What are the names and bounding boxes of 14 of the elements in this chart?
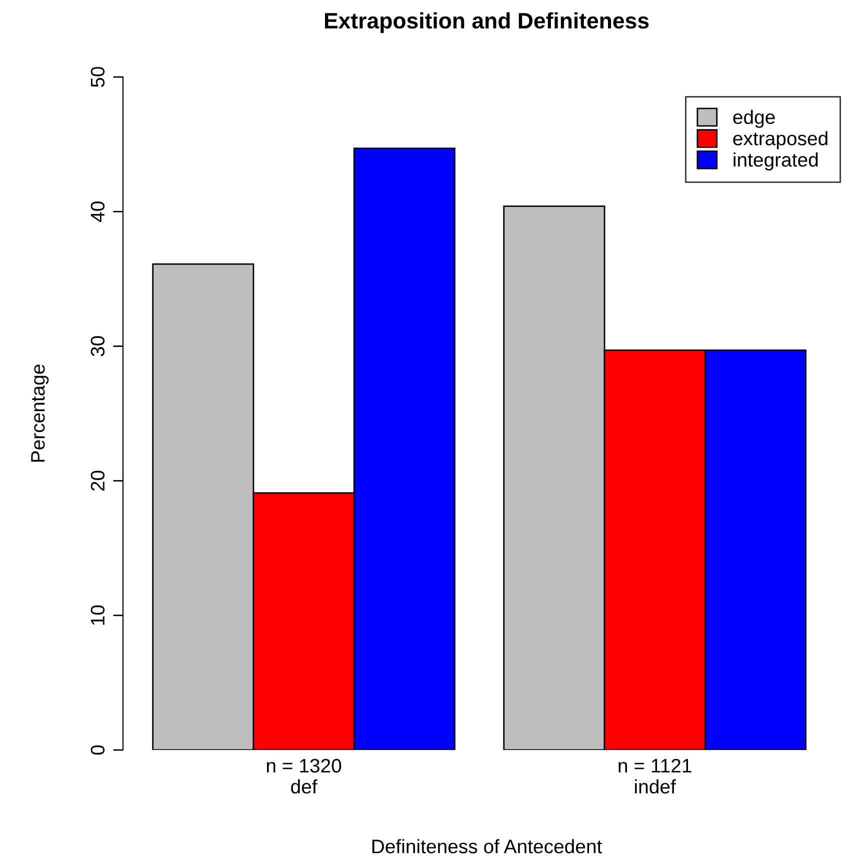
y-tick-label: 0	[90, 745, 105, 755]
y-tick-label: 10	[90, 605, 105, 625]
legend-label: extraposed	[733, 131, 828, 150]
y-tick-label: 50	[90, 66, 105, 88]
y-tick-label: 30	[90, 336, 105, 356]
y-tick-label: 40	[90, 202, 105, 222]
y-tick-label: 20	[90, 470, 105, 491]
y-axis-title: Percentage	[31, 364, 49, 462]
legend-label: edge	[733, 110, 775, 128]
x-tick-label: n = 1320 def	[266, 758, 342, 794]
chart-title: Extraposition and Definiteness	[325, 12, 649, 33]
x-tick-label: n = 1121 indef	[618, 758, 692, 794]
x-axis-title: Definiteness of Antecedent	[372, 839, 602, 854]
legend-label: integrated	[734, 152, 818, 171]
